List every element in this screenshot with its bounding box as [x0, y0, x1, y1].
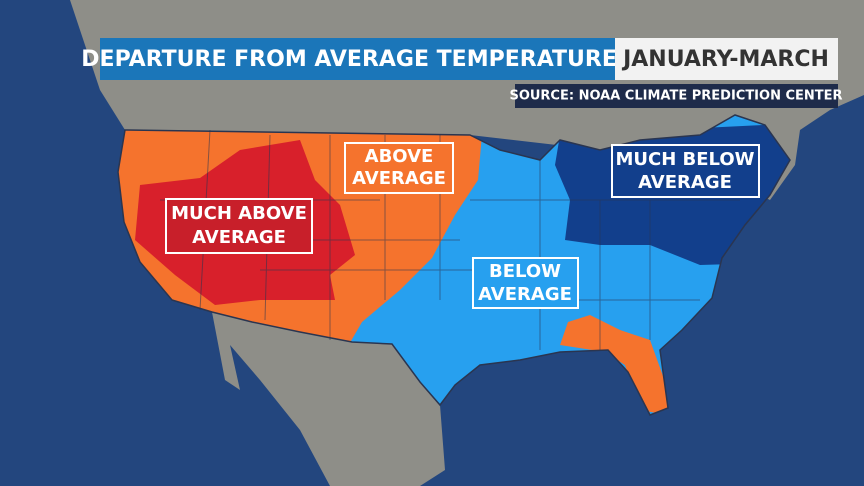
label-box [611, 144, 760, 198]
zone-label: AVERAGE [638, 172, 732, 193]
source: SOURCE: NOAA CLIMATE PREDICTION CENTER [509, 89, 842, 104]
title-bar [100, 38, 615, 80]
period-bar [615, 38, 838, 80]
label-box [344, 142, 454, 194]
zone-label: AVERAGE [478, 284, 572, 305]
header: DEPARTURE FROM AVERAGE TEMPERATURES JANU… [81, 38, 843, 108]
zone-label: AVERAGE [352, 168, 446, 189]
zone-label: BELOW [489, 261, 561, 282]
title: DEPARTURE FROM AVERAGE TEMPERATURES [81, 47, 632, 72]
mexico [212, 312, 445, 486]
label-box [165, 198, 313, 254]
zone-labels: MUCH ABOVE AVERAGE ABOVE AVERAGE MUCH BE… [165, 142, 760, 309]
period: JANUARY-MARCH [621, 47, 829, 72]
zone-label: MUCH ABOVE [171, 203, 307, 224]
above-average-southeast [560, 315, 668, 415]
zone-label: ABOVE [365, 146, 434, 167]
source-bar [515, 84, 838, 108]
zone-label: MUCH BELOW [615, 149, 754, 170]
zone-label: AVERAGE [192, 227, 286, 248]
label-box [472, 257, 579, 309]
